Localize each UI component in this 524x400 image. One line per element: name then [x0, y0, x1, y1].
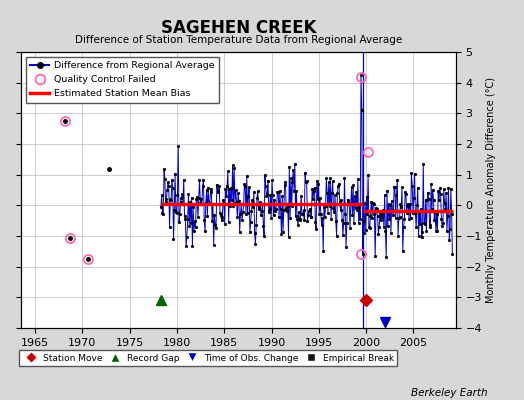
- Legend: Station Move, Record Gap, Time of Obs. Change, Empirical Break: Station Move, Record Gap, Time of Obs. C…: [19, 350, 397, 366]
- Text: Difference of Station Temperature Data from Regional Average: Difference of Station Temperature Data f…: [75, 35, 402, 45]
- Text: Berkeley Earth: Berkeley Earth: [411, 388, 487, 398]
- Title: SAGEHEN CREEK: SAGEHEN CREEK: [161, 18, 316, 36]
- Y-axis label: Monthly Temperature Anomaly Difference (°C): Monthly Temperature Anomaly Difference (…: [486, 77, 496, 303]
